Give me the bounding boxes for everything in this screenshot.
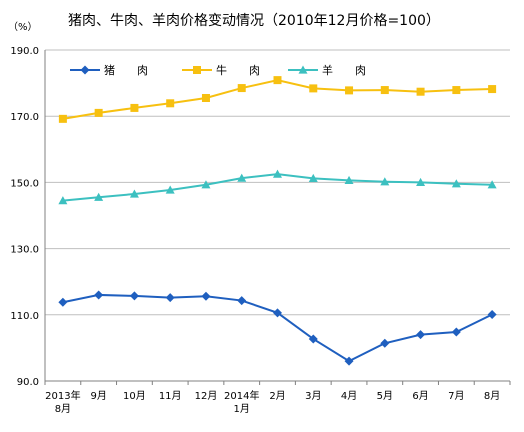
x-tick-label: 6月 (412, 390, 428, 402)
x-tick-label: 5月 (377, 390, 393, 402)
x-tick-label: 8月 (484, 390, 500, 402)
data-point (94, 108, 103, 117)
data-point (452, 86, 461, 95)
y-tick-label: 170.0 (10, 112, 39, 123)
y-tick-label: 190.0 (10, 46, 39, 57)
data-point (273, 308, 282, 318)
data-point (166, 99, 175, 108)
data-point (94, 290, 104, 300)
x-tick-label: 2月 (269, 390, 285, 402)
data-point (344, 175, 354, 185)
data-point (201, 180, 211, 189)
legend-item: 猪 肉 (70, 64, 148, 77)
x-tick-label-line2: 1月 (234, 403, 250, 415)
x-tick-label: 9月 (90, 390, 106, 402)
data-point (58, 196, 68, 205)
data-point (58, 114, 67, 123)
series-group (58, 169, 497, 205)
data-point (416, 87, 425, 96)
x-tick-label: 12月 (195, 390, 218, 402)
legend-label: 羊 肉 (322, 63, 366, 77)
y-unit-label: （%） (8, 21, 38, 33)
data-point (237, 173, 247, 182)
x-tick-label: 2014年 (224, 389, 259, 402)
data-point (451, 327, 461, 337)
series-line (62, 293, 493, 363)
data-point (416, 177, 426, 186)
data-point (488, 85, 497, 94)
data-point (380, 177, 390, 186)
data-point (308, 173, 318, 183)
legend-marker (193, 66, 201, 74)
data-point (237, 296, 247, 306)
legend: 猪 肉牛 肉羊 肉 (70, 63, 366, 77)
data-point (129, 291, 139, 301)
data-point (273, 76, 282, 85)
data-point (130, 103, 139, 112)
y-tick-label: 90.0 (17, 377, 39, 388)
x-tick-label: 7月 (448, 390, 464, 402)
x-tick-label: 11月 (159, 390, 182, 402)
data-point (237, 84, 246, 93)
data-point (344, 356, 354, 366)
legend-label: 猪 肉 (104, 64, 148, 77)
data-point (345, 86, 354, 95)
data-point (416, 330, 426, 340)
data-point (308, 334, 318, 344)
series-line (62, 79, 493, 120)
data-point (165, 185, 175, 194)
legend-item: 羊 肉 (288, 63, 366, 77)
data-point (201, 291, 211, 301)
data-point (94, 192, 104, 201)
series-group (58, 76, 497, 123)
legend-label: 牛 肉 (216, 63, 260, 77)
x-tick-label: 10月 (123, 390, 146, 402)
series-group (58, 290, 497, 366)
series (58, 76, 497, 366)
y-tick-label: 150.0 (10, 178, 39, 189)
data-point (487, 180, 497, 189)
data-point (58, 297, 68, 307)
data-point (273, 169, 282, 178)
y-tick-label: 130.0 (10, 245, 39, 256)
legend-item: 牛 肉 (182, 63, 260, 77)
series-line (62, 173, 493, 202)
data-point (451, 179, 461, 188)
x-tick-label-line2: 8月 (55, 403, 71, 415)
chart-title: 猪肉、牛肉、羊肉价格变动情况（2010年12月价格=100） (68, 13, 440, 29)
data-point (380, 338, 390, 348)
data-point (165, 293, 175, 303)
data-point (380, 86, 389, 95)
data-point (309, 84, 318, 93)
data-point (201, 93, 210, 102)
x-tick-label: 2013年 (45, 389, 80, 402)
x-tick-label: 3月 (305, 390, 321, 402)
legend-marker (80, 65, 90, 75)
y-tick-label: 110.0 (10, 311, 39, 322)
x-tick-label: 4月 (341, 390, 357, 402)
legend-marker (298, 65, 308, 74)
data-point (487, 309, 497, 319)
data-point (129, 189, 139, 198)
